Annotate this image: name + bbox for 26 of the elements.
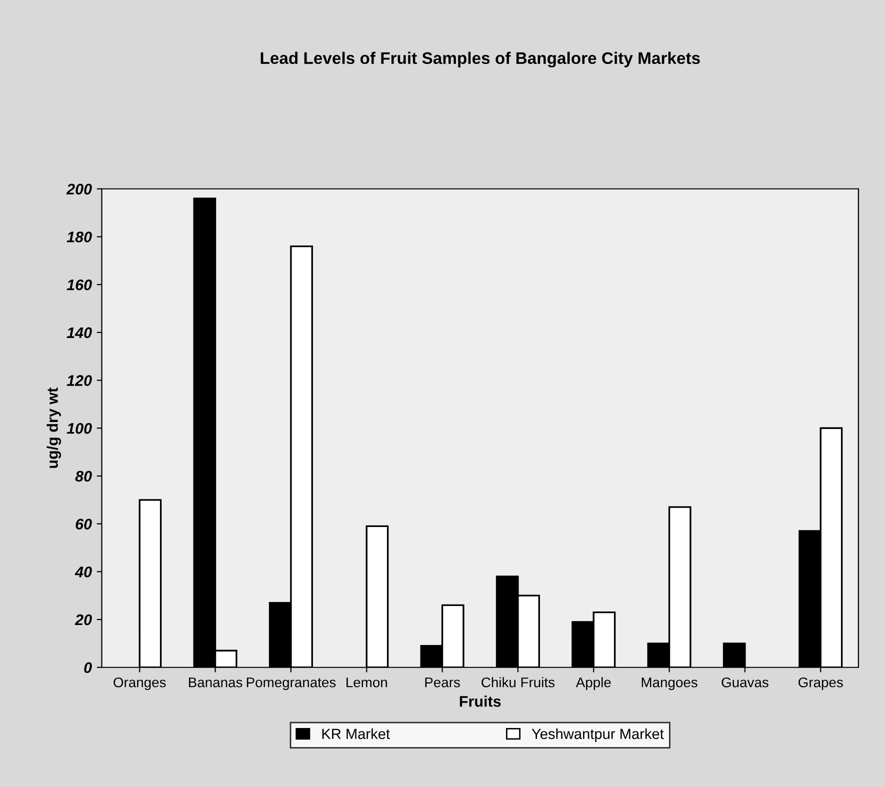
x-tick-label: Mangoes (642, 678, 698, 690)
x-tick-label: Bananas (189, 678, 242, 688)
x-tick-label: Grapes (798, 677, 843, 690)
y-tick-label: 100 (66, 422, 92, 434)
legend-label: KR Market (322, 728, 390, 740)
y-tick-label: 60 (76, 518, 92, 530)
y-tick-label: 80 (75, 470, 92, 482)
x-axis-title: Fruits (460, 696, 501, 707)
x-tick-label: Apple (576, 677, 611, 690)
y-tick-label: 180 (66, 232, 92, 242)
y-tick-label: 140 (66, 327, 92, 338)
y-tick-label: 120 (66, 375, 92, 386)
y-tick-label: 160 (66, 279, 92, 290)
y-tick-label: 20 (74, 614, 92, 626)
x-tick-label: Pears (425, 678, 460, 688)
x-tick-label: Lemon (346, 678, 387, 688)
x-tick-label: Chiku Fruits (482, 677, 554, 688)
x-tick-label: Pomegranates (246, 678, 336, 690)
x-tick-label: Oranges (114, 677, 166, 690)
chart-title: Lead Levels of Fruit Samples of Bangalore City Markets (260, 52, 700, 68)
y-tick-label: 200 (66, 184, 92, 195)
x-tick-label: Guavas (722, 677, 768, 688)
legend-label: Yeshwantpur Market (532, 728, 664, 742)
y-tick-label: 40 (74, 566, 92, 578)
y-axis-title: ug/g dry wt (46, 388, 62, 468)
y-tick-label: 0 (84, 662, 92, 674)
